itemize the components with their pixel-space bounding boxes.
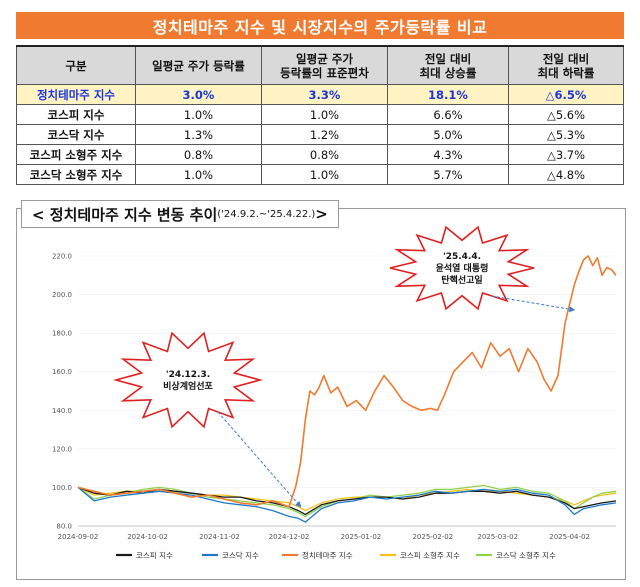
y-tick-label: 120.0 xyxy=(52,445,72,453)
table-row: 정치테마주 지수 3.0% 3.3% 18.1% △6.5% xyxy=(16,84,624,105)
row-label: 코스닥 소형주 지수 xyxy=(16,164,136,185)
y-tick-label: 80.0 xyxy=(56,523,72,531)
x-tick-label: 2024-12-02 xyxy=(269,533,310,541)
row-label: 코스닥 지수 xyxy=(16,124,136,145)
cell-std: 3.3% xyxy=(261,84,388,105)
callout-burst xyxy=(389,225,535,311)
row-label: 코스피 소형주 지수 xyxy=(16,144,136,165)
header-max-down: 전일 대비 최대 하락률 xyxy=(508,45,624,85)
chart-legend: 코스피 지수 코스닥 지수 정치테마주 지수 코스피 소형주 지수 코스닥 소형주 지수 xyxy=(116,550,556,560)
comparison-table: 구분 일평균 주가 등락률 일평균 주가 등락률의 표준편차 전일 대비 최대 … xyxy=(16,45,624,185)
y-tick-label: 160.0 xyxy=(52,368,72,376)
x-axis: 2024-09-02 2024-10-02 2024-11-02 2024-12-02… xyxy=(58,525,616,541)
table-row: 코스피 소형주 지수 0.8% 0.8% 4.3% △3.7% xyxy=(16,144,624,165)
series-line xyxy=(77,486,617,516)
x-tick-label: 2024-10-02 xyxy=(127,533,168,541)
callout-arrow xyxy=(217,411,302,508)
cell-max-up: 4.3% xyxy=(387,144,509,165)
cell-max-up: 5.0% xyxy=(387,124,509,145)
header-max-up: 전일 대비 최대 상승률 xyxy=(387,45,509,85)
cell-std: 1.0% xyxy=(261,104,388,125)
series-lines xyxy=(77,255,617,523)
cell-max-up: 18.1% xyxy=(387,84,509,105)
legend-label: 정치테마주 지수 xyxy=(302,550,353,560)
y-axis: 220.0 200.0 180.0 160.0 140.0 120.0 100.0 80.0 xyxy=(52,253,72,531)
chart-heading: < 정치테마주 지수 변동 추이 ('24.9.2.~'25.4.22.) > xyxy=(21,200,339,228)
y-tick-label: 220.0 xyxy=(52,253,72,261)
callout-text: 비상계엄선포 xyxy=(163,380,213,392)
row-label: 코스피 지수 xyxy=(16,104,136,125)
table-row: 코스닥 지수 1.3% 1.2% 5.0% △5.3% xyxy=(16,124,624,145)
table-header-row: 구분 일평균 주가 등락률 일평균 주가 등락률의 표준편차 전일 대비 최대 … xyxy=(16,45,624,85)
y-tick-label: 200.0 xyxy=(52,291,72,299)
cell-max-down: △5.6% xyxy=(508,104,624,125)
cell-std: 1.0% xyxy=(261,164,388,185)
cell-max-down: △3.7% xyxy=(508,144,624,165)
y-tick-label: 140.0 xyxy=(52,407,72,415)
x-tick-label: 2024-09-02 xyxy=(58,533,99,541)
y-tick-label: 100.0 xyxy=(52,484,72,492)
callout-text: 탄핵선고일 xyxy=(441,274,482,286)
legend-label: 코스닥 지수 xyxy=(222,550,259,560)
cell-max-up: 6.6% xyxy=(387,104,509,125)
callout-arrow xyxy=(491,295,576,313)
x-tick-label: 2025-04-02 xyxy=(549,533,590,541)
cell-max-down: △6.5% xyxy=(508,84,624,105)
report-title: 정치테마주 지수 및 시장지수의 주가등락률 비교 xyxy=(16,12,624,39)
cell-std: 0.8% xyxy=(261,144,388,165)
cell-max-down: △5.3% xyxy=(508,124,624,145)
table-row: 코스피 지수 1.0% 1.0% 6.6% △5.6% xyxy=(16,104,624,125)
callout-text: 윤석열 대통령 xyxy=(436,262,489,274)
cell-avg: 3.0% xyxy=(135,84,262,105)
callout-text: '24.12.3. xyxy=(166,370,210,380)
x-tick-label: 2025-01-02 xyxy=(341,533,382,541)
chart-heading-end: > xyxy=(315,205,328,223)
cell-avg: 0.8% xyxy=(135,144,262,165)
y-tick-label: 180.0 xyxy=(52,330,72,338)
callout-burst xyxy=(112,331,264,429)
callout-text: '25.4.4. xyxy=(443,252,481,262)
chart-heading-range: ('24.9.2.~'25.4.22.) xyxy=(217,208,316,220)
legend-label: 코스피 지수 xyxy=(136,551,173,560)
table-row: 코스닥 소형주 지수 1.0% 1.0% 5.7% △4.8% xyxy=(16,164,624,185)
legend-label: 코스닥 소형주 지수 xyxy=(496,550,556,560)
cell-avg: 1.3% xyxy=(135,124,262,145)
cell-max-up: 5.7% xyxy=(387,164,509,185)
chart-heading-text: < 정치테마주 지수 변동 추이 xyxy=(32,205,218,224)
line-chart: 220.0200.0180.0160.0140.0120.0100.080.0 … xyxy=(52,225,617,560)
header-std: 일평균 주가 등락률의 표준편차 xyxy=(261,45,388,85)
cell-avg: 1.0% xyxy=(135,164,262,185)
x-tick-label: 2025-02-02 xyxy=(412,533,453,541)
x-tick-label: 2024-11-02 xyxy=(199,533,240,541)
series-line xyxy=(77,255,617,508)
x-tick-label: 2025-03-02 xyxy=(477,533,518,541)
row-label: 정치테마주 지수 xyxy=(16,84,136,105)
header-category: 구분 xyxy=(16,45,136,85)
legend-label: 코스피 소형주 지수 xyxy=(400,551,460,560)
cell-max-down: △4.8% xyxy=(508,164,624,185)
cell-avg: 1.0% xyxy=(135,104,262,125)
series-line xyxy=(77,486,617,523)
header-avg: 일평균 주가 등락률 xyxy=(135,45,262,85)
cell-std: 1.2% xyxy=(261,124,388,145)
